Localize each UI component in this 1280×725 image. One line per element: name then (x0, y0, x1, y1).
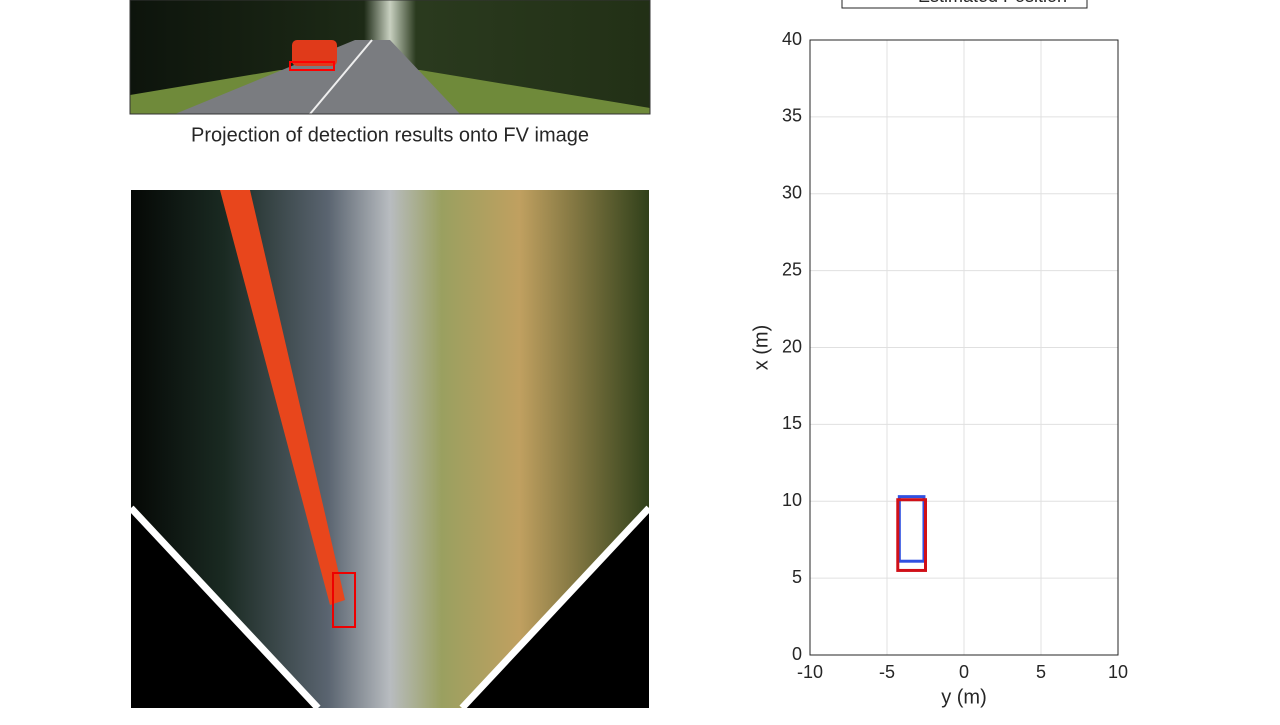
legend-label: Estimated Position (918, 0, 1067, 6)
x-tick-label: 0 (959, 662, 969, 682)
y-tick-label: 25 (782, 259, 802, 279)
y-axis-label: x (m) (750, 325, 772, 371)
x-tick-label: -10 (797, 662, 823, 682)
y-tick-label: 5 (792, 567, 802, 587)
front-view-image (129, 0, 651, 115)
x-tick-label: -5 (879, 662, 895, 682)
box (897, 495, 926, 563)
y-tick-label: 30 (782, 183, 802, 203)
y-tick-label: 35 (782, 106, 802, 126)
y-tick-label: 10 (782, 490, 802, 510)
x-tick-label: 5 (1036, 662, 1046, 682)
y-tick-label: 40 (782, 29, 802, 49)
box (896, 498, 928, 572)
y-tick-label: 15 (782, 413, 802, 433)
birds-eye-image (128, 190, 652, 711)
caption: Projection of detection results onto FV … (191, 124, 589, 146)
y-tick-label: 20 (782, 336, 802, 356)
axes-box (809, 39, 1119, 656)
x-tick-label: 10 (1108, 662, 1128, 682)
y-tick-label: 0 (792, 644, 802, 664)
chart: -10 -5 0 5 10 0 5 10 15 20 25 30 35 40 y (m) x (m) Estim… (750, 0, 1128, 708)
x-axis-label: y (m) (941, 686, 987, 708)
legend (841, 0, 1088, 9)
